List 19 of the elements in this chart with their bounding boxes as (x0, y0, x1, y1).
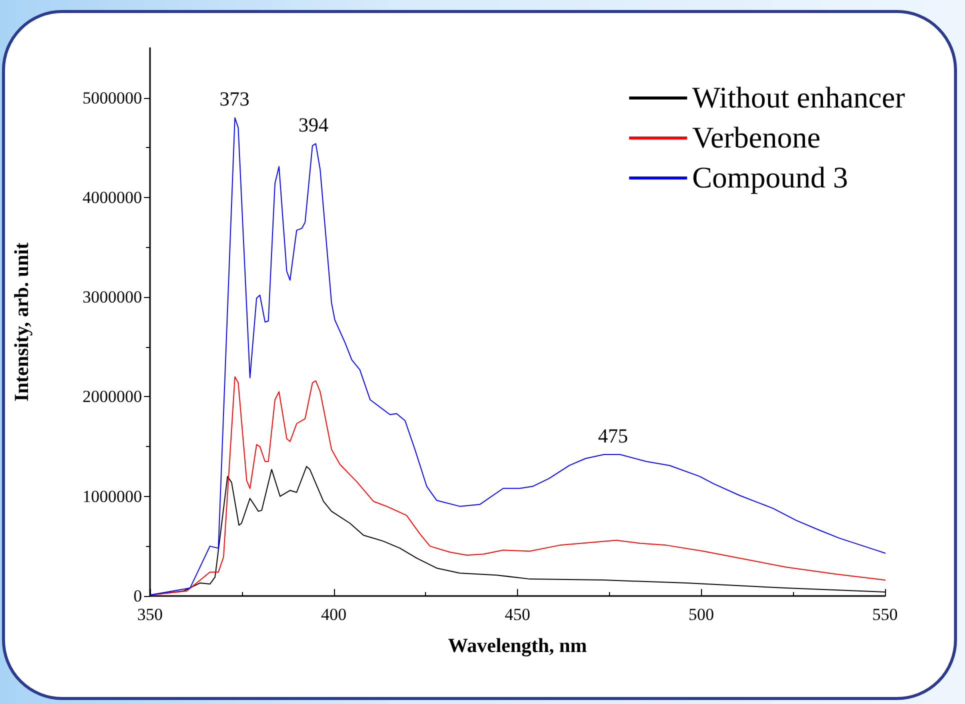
y-tick-label: 1000000 (82, 486, 142, 506)
x-tick-label: 350 (137, 605, 163, 624)
y-tick-label: 5000000 (82, 88, 142, 108)
annotation: 394 (298, 114, 329, 137)
x-tick-label: 550 (872, 605, 898, 624)
y-tick-label: 0 (134, 586, 142, 606)
x-tick-label: 500 (688, 605, 714, 624)
legend-label: Without enhancer (692, 82, 906, 114)
y-tick-label: 3000000 (82, 288, 142, 307)
y-axis-title: Intensity, arb. unit (11, 242, 33, 402)
x-tick-label: 400 (321, 605, 346, 624)
annotation: 475 (598, 426, 628, 448)
legend-label: Verbenone (692, 122, 820, 154)
y-tick-label: 4000000 (82, 188, 142, 207)
legend-label: Compound 3 (692, 162, 848, 194)
x-tick-label: 450 (504, 605, 530, 624)
annotation: 373 (220, 88, 250, 111)
y-tick-label: 2000000 (82, 387, 142, 406)
x-axis-title: Wavelength, nm (448, 635, 588, 657)
